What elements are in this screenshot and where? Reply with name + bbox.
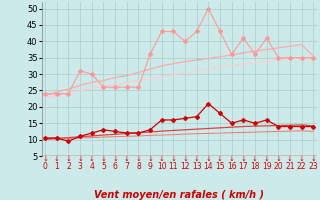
Text: ↓: ↓ <box>252 156 258 162</box>
Text: 16: 16 <box>227 162 236 171</box>
Text: ↓: ↓ <box>299 156 305 162</box>
Text: ↓: ↓ <box>205 156 211 162</box>
Text: ↓: ↓ <box>287 156 293 162</box>
Text: 8: 8 <box>136 162 141 171</box>
Text: 9: 9 <box>148 162 153 171</box>
Text: 18: 18 <box>250 162 260 171</box>
Text: ↓: ↓ <box>112 156 118 162</box>
Text: Vent moyen/en rafales ( km/h ): Vent moyen/en rafales ( km/h ) <box>94 190 264 200</box>
Text: ↓: ↓ <box>240 156 246 162</box>
Text: 1: 1 <box>54 162 59 171</box>
Text: ↓: ↓ <box>100 156 106 162</box>
Text: 11: 11 <box>169 162 178 171</box>
Text: 0: 0 <box>43 162 48 171</box>
Text: ↓: ↓ <box>89 156 95 162</box>
Text: ↓: ↓ <box>66 156 71 162</box>
Text: ↓: ↓ <box>182 156 188 162</box>
Text: ↓: ↓ <box>77 156 83 162</box>
Text: 5: 5 <box>101 162 106 171</box>
Text: 7: 7 <box>124 162 129 171</box>
Text: 12: 12 <box>180 162 190 171</box>
Text: ↓: ↓ <box>124 156 130 162</box>
Text: 13: 13 <box>192 162 202 171</box>
Text: 15: 15 <box>215 162 225 171</box>
Text: 6: 6 <box>113 162 117 171</box>
Text: 21: 21 <box>285 162 295 171</box>
Text: 4: 4 <box>89 162 94 171</box>
Text: 22: 22 <box>297 162 306 171</box>
Text: ↓: ↓ <box>42 156 48 162</box>
Text: ↓: ↓ <box>194 156 200 162</box>
Text: ↓: ↓ <box>229 156 235 162</box>
Text: 10: 10 <box>157 162 166 171</box>
Text: ↓: ↓ <box>264 156 269 162</box>
Text: ↓: ↓ <box>147 156 153 162</box>
Text: 14: 14 <box>204 162 213 171</box>
Text: ↓: ↓ <box>276 156 281 162</box>
Text: ↓: ↓ <box>217 156 223 162</box>
Text: ↓: ↓ <box>135 156 141 162</box>
Text: 20: 20 <box>274 162 283 171</box>
Text: ↓: ↓ <box>310 156 316 162</box>
Text: 3: 3 <box>78 162 83 171</box>
Text: ↓: ↓ <box>159 156 165 162</box>
Text: 23: 23 <box>308 162 318 171</box>
Text: 17: 17 <box>238 162 248 171</box>
Text: ↓: ↓ <box>54 156 60 162</box>
Text: ↓: ↓ <box>171 156 176 162</box>
Text: 19: 19 <box>262 162 271 171</box>
Text: 2: 2 <box>66 162 71 171</box>
